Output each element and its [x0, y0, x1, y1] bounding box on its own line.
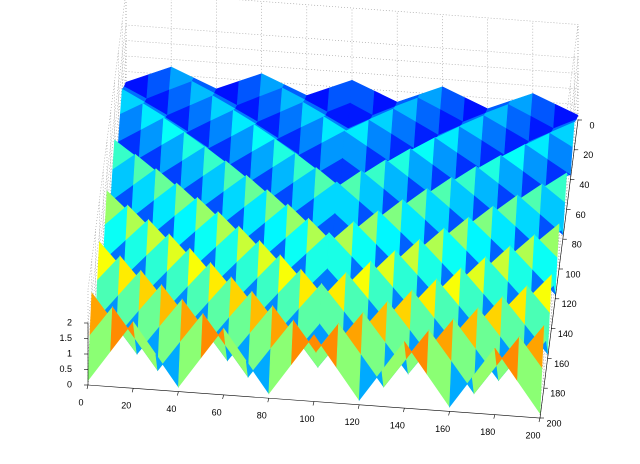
y-tick-label: 140 [558, 329, 573, 339]
tick-mark [177, 391, 179, 396]
x-tick-label: 20 [121, 401, 131, 411]
x-tick-label: 100 [299, 414, 314, 424]
y-tick-label: 200 [546, 418, 561, 428]
x-tick-label: 120 [345, 417, 360, 427]
x-tick-label: 60 [212, 407, 222, 417]
x-tick-label: 80 [257, 411, 267, 421]
z-tick-label: 1.5 [59, 333, 72, 343]
y-tick-label: 40 [579, 180, 589, 190]
tick-mark [448, 411, 450, 416]
y-tick-label: 80 [572, 240, 582, 250]
x-tick-label: 160 [435, 424, 450, 434]
x-tick-label: 180 [480, 427, 495, 437]
x-tick-label: 0 [78, 397, 83, 407]
z-tick-label: 0 [67, 379, 72, 389]
tick-mark [493, 414, 496, 419]
tick-mark [222, 394, 224, 399]
x-tick-label: 200 [525, 430, 540, 440]
y-tick-label: 120 [562, 299, 577, 309]
tick-mark [131, 388, 134, 393]
y-tick-label: 60 [576, 210, 586, 220]
y-tick-label: 20 [583, 150, 593, 160]
z-tick-label: 0.5 [59, 364, 72, 374]
z-tick-label: 2 [67, 317, 72, 327]
y-tick-label: 160 [554, 359, 569, 369]
tick-mark [403, 408, 405, 413]
y-tick-label: 100 [565, 269, 580, 279]
tick-mark [267, 398, 270, 403]
tick-mark [538, 417, 541, 423]
y-tick-label: 180 [550, 389, 565, 399]
tick-mark [357, 404, 360, 409]
surface-patch [517, 336, 543, 415]
y-tick-label: 0 [589, 120, 594, 130]
z-tick-label: 1 [67, 348, 72, 358]
x-tick-label: 140 [390, 420, 405, 430]
tick-mark [312, 401, 315, 406]
x-tick-label: 40 [166, 404, 176, 414]
tick-mark [86, 384, 89, 390]
